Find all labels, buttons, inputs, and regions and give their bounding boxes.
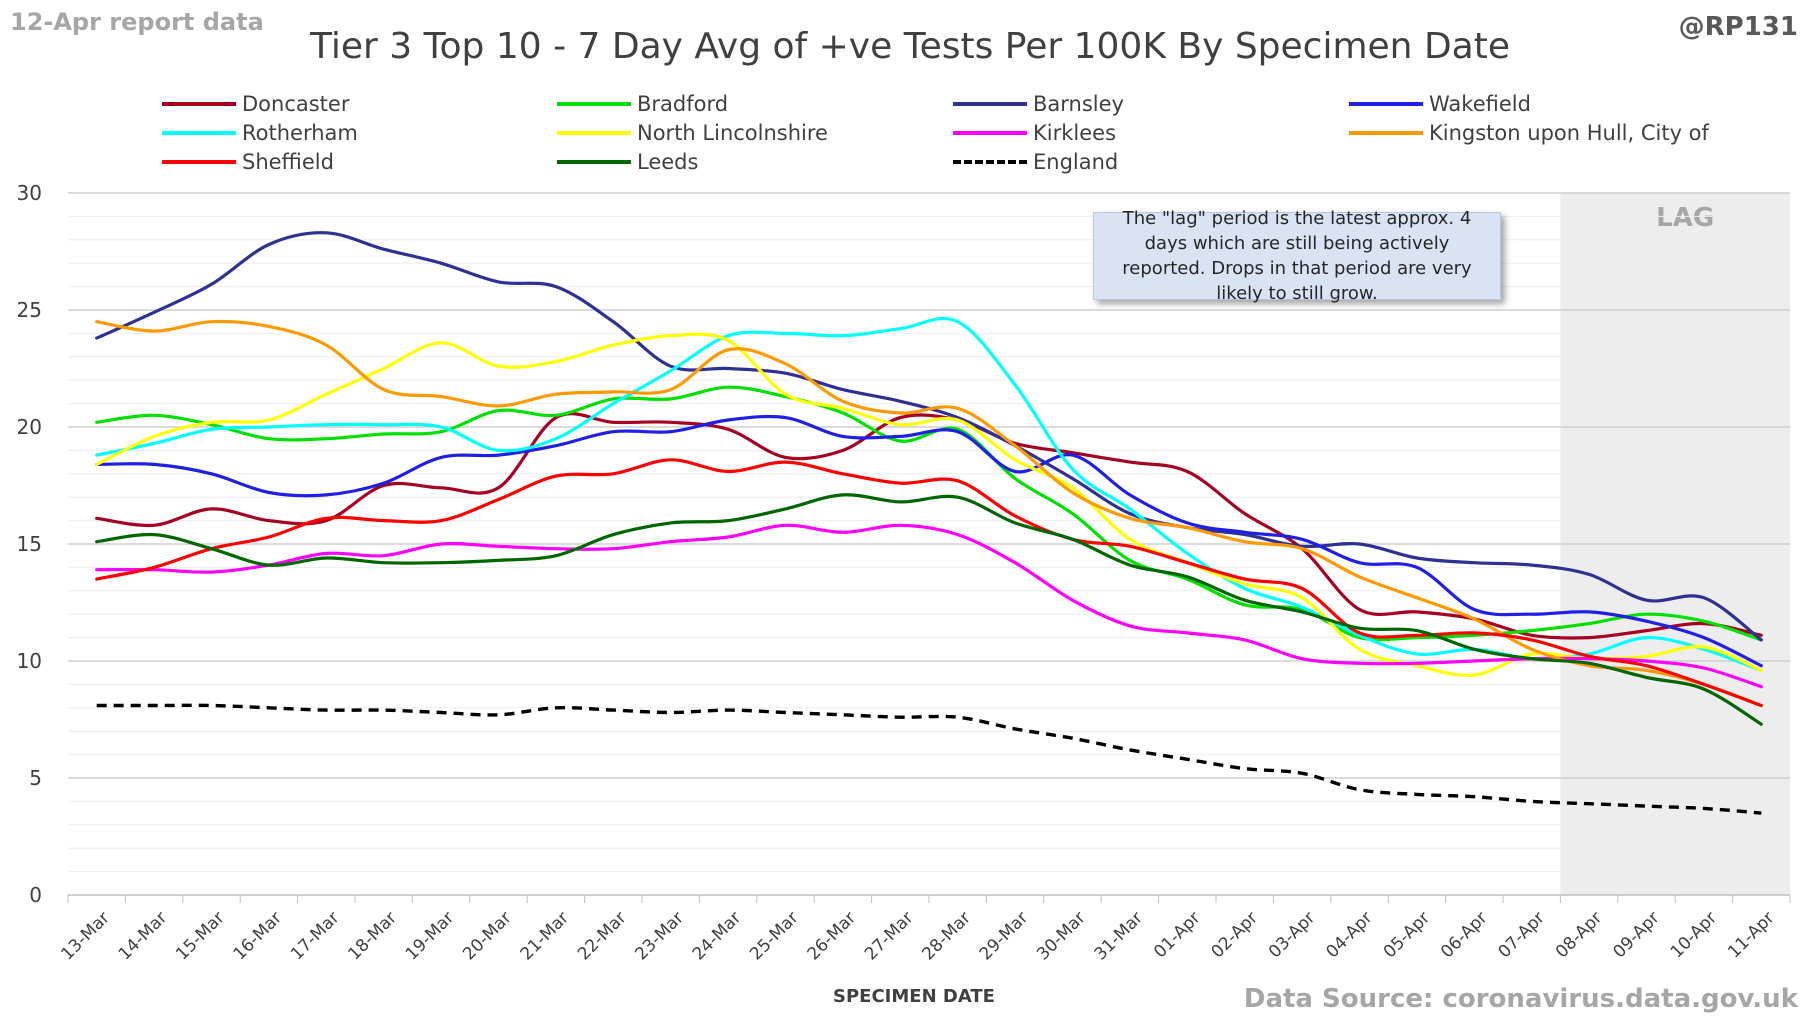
- x-tick-label: 14-Mar: [115, 908, 171, 964]
- legend-swatch: [557, 102, 631, 106]
- x-tick-label: 08-Apr: [1552, 908, 1606, 962]
- legend-item: Kirklees: [953, 119, 1116, 147]
- series-line-kirklees: [95, 523, 1763, 689]
- legend-swatch: [162, 160, 236, 164]
- x-tick-label: 18-Mar: [344, 908, 400, 964]
- x-tick-label: 13-Mar: [57, 908, 113, 964]
- series-line-sheffield: [95, 458, 1763, 708]
- x-tick-label: 11-Apr: [1724, 908, 1778, 962]
- legend-label: Wakefield: [1429, 92, 1531, 116]
- x-tick-label: 22-Mar: [574, 908, 630, 964]
- legend-swatch: [953, 102, 1027, 106]
- legend-swatch: [1349, 131, 1423, 135]
- y-tick-label: 25: [17, 298, 42, 322]
- legend-item: England: [953, 148, 1118, 176]
- x-tick-label: 04-Apr: [1322, 908, 1376, 962]
- legend-swatch: [1349, 102, 1423, 106]
- legend-item: Rotherham: [162, 119, 358, 147]
- x-tick-label: 02-Apr: [1208, 908, 1262, 962]
- x-tick-label: 24-Mar: [689, 908, 745, 964]
- series-line-kingston-upon-hull-city-of: [95, 319, 1763, 708]
- x-axis-title: SPECIMEN DATE: [833, 986, 995, 1007]
- legend-label: Rotherham: [242, 121, 358, 145]
- legend-item: Kingston upon Hull, City of: [1349, 119, 1709, 147]
- legend-label: Leeds: [637, 150, 699, 174]
- report-date-label: 12-Apr report data: [10, 8, 264, 36]
- legend-label: Sheffield: [242, 150, 334, 174]
- legend-label: North Lincolnshire: [637, 121, 828, 145]
- series-line-england: [96, 703, 1762, 815]
- y-tick-label: 0: [29, 883, 42, 907]
- data-source: Data Source: coronavirus.data.gov.uk: [1243, 984, 1798, 1014]
- legend-item: Doncaster: [162, 90, 349, 118]
- y-tick-label: 10: [17, 649, 42, 673]
- x-tick-label: 07-Apr: [1495, 908, 1549, 962]
- x-tick-label: 10-Apr: [1667, 908, 1721, 962]
- x-tick-label: 09-Apr: [1609, 908, 1663, 962]
- gridlines: [68, 192, 1790, 873]
- y-tick-label: 5: [29, 766, 42, 790]
- x-tick-label: 15-Mar: [172, 908, 228, 964]
- author-handle: @RP131: [1678, 12, 1798, 42]
- lag-note: The "lag" period is the latest approx. 4…: [1093, 208, 1501, 304]
- legend-item: Sheffield: [162, 148, 334, 176]
- x-tick-label: 23-Mar: [631, 908, 687, 964]
- x-tick-label: 03-Apr: [1265, 908, 1319, 962]
- x-tick-label: 28-Mar: [918, 908, 974, 964]
- series-line-wakefield: [95, 414, 1763, 668]
- axes: [67, 894, 1791, 903]
- x-tick-label: 17-Mar: [287, 908, 343, 964]
- legend-swatch: [162, 131, 236, 135]
- legend-item: Bradford: [557, 90, 728, 118]
- chart-title: Tier 3 Top 10 - 7 Day Avg of +ve Tests P…: [310, 26, 1510, 67]
- series-line-rotherham: [95, 316, 1763, 672]
- x-tick-label: 06-Apr: [1437, 908, 1491, 962]
- legend-label: Kingston upon Hull, City of: [1429, 121, 1709, 145]
- y-tick-label: 30: [17, 181, 42, 205]
- series-line-leeds: [95, 493, 1763, 726]
- x-tick-label: 05-Apr: [1380, 908, 1434, 962]
- x-tick-label: 30-Mar: [1033, 908, 1089, 964]
- legend-item: Leeds: [557, 148, 698, 176]
- y-tick-label: 20: [17, 415, 42, 439]
- legend-label: England: [1033, 150, 1119, 174]
- series-lines: [95, 231, 1763, 815]
- legend-label: Kirklees: [1033, 121, 1117, 145]
- x-tick-label: 19-Mar: [402, 908, 458, 964]
- x-tick-label: 29-Mar: [976, 908, 1032, 964]
- legend-label: Doncaster: [242, 92, 350, 116]
- y-tick-label: 15: [17, 532, 42, 556]
- x-tick-label: 16-Mar: [230, 908, 286, 964]
- legend-item: North Lincolnshire: [557, 119, 828, 147]
- series-line-barnsley: [95, 231, 1763, 642]
- legend-item: Wakefield: [1349, 90, 1531, 118]
- legend-label: Bradford: [637, 92, 729, 116]
- x-tick-label: 26-Mar: [804, 908, 860, 964]
- tick-labels: 0 5 10 15 20 25 30 13-Mar 14-Mar 15-Mar 16-Mar 17-M…: [17, 181, 1779, 1007]
- legend-swatch: [953, 160, 1027, 164]
- legend-swatch: [162, 102, 236, 106]
- x-tick-label: 01-Apr: [1150, 908, 1204, 962]
- x-tick-label: 27-Mar: [861, 908, 917, 964]
- x-tick-label: 31-Mar: [1091, 908, 1147, 964]
- x-tick-label: 20-Mar: [459, 908, 515, 964]
- lag-label: LAG: [1656, 203, 1714, 233]
- legend-label: Barnsley: [1033, 92, 1124, 116]
- legend-swatch: [557, 131, 631, 135]
- legend-item: Barnsley: [953, 90, 1124, 118]
- series-line-north-lincolnshire: [95, 332, 1763, 677]
- series-line-doncaster: [95, 412, 1763, 640]
- x-tick-label: 21-Mar: [517, 908, 573, 964]
- legend-swatch: [557, 160, 631, 164]
- legend-swatch: [953, 131, 1027, 135]
- x-tick-label: 25-Mar: [746, 908, 802, 964]
